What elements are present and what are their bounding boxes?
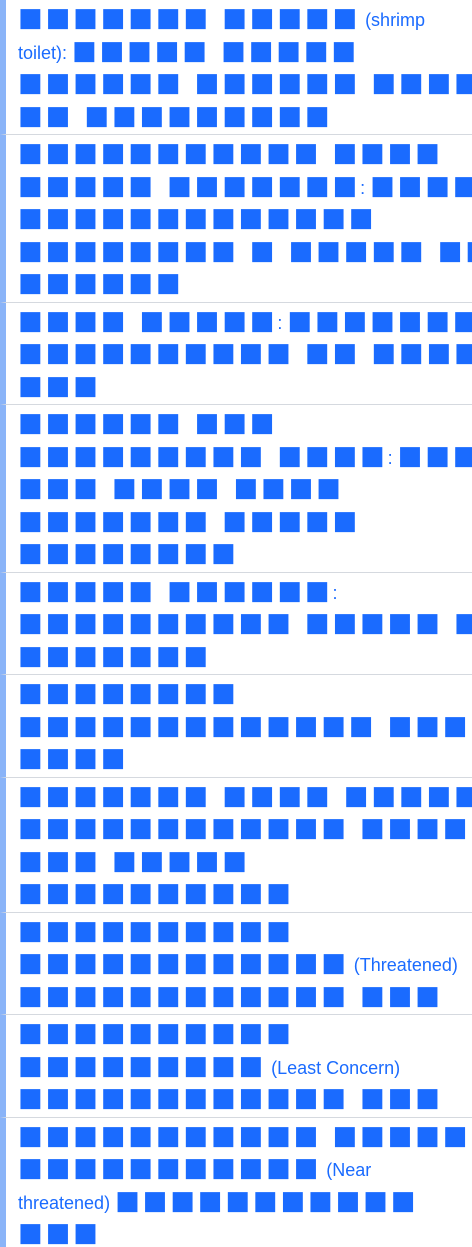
text-line: ■■■■■■■■ ■ ■■■■■ ■■: [18, 235, 472, 268]
list-entry: ■■■■■■■ ■■■■■ (shrimp toilet): ■■■■■ ■■■■■ ■…: [0, 0, 472, 135]
text-segment: ■■■■■■■■■■■: [18, 1153, 322, 1183]
text-line: ■■■■■■■■: [18, 537, 472, 570]
text-segment: ■■■■■■■■ ■ ■■■■■ ■■: [18, 235, 472, 266]
text-segment: ■■■■■■■■■■■■ ■■■: [18, 1083, 443, 1113]
text-segment: ■■■■■■■■■■: [18, 1018, 294, 1048]
text-segment: ■■■■■■■■■■■■■ ■■■: [18, 710, 471, 741]
text-line: ■■■■: [18, 742, 472, 775]
text-segment: ■■ ■■■■■■■■■: [18, 100, 333, 131]
text-segment: (Near: [326, 1160, 372, 1180]
text-line: ■■■■■■■■■■■■ ■■■: [18, 980, 472, 1013]
text-line: ■■■■■■■■■■ ■■ ■■■■: [18, 337, 472, 370]
text-line: ■■■■■■■■■■■■ (Threatened): [18, 947, 472, 980]
text-line: ■■■■■ ■■■■■■:: [18, 575, 472, 608]
text-segment: ■■■■■■■■■ ■■■■: [18, 440, 388, 471]
list-entry: ■■■■■■■■■■ ■■■■■■■■■ (Least Concern) ■■■■■■…: [0, 1015, 472, 1118]
text-line: ■■■■■■■■■■ ■■■■■ ■■: [18, 607, 472, 640]
text-segment: ■■■■■■■■: [18, 538, 239, 568]
text-segment: :: [360, 177, 366, 198]
text-segment: threatened): [18, 1192, 111, 1213]
text-line: ■■■■■■■■■■■■■ ■■■,: [18, 710, 472, 743]
list-entry: ■■■■ ■■■■■:■■■■■■■■■■■■■■■■■■ ■■ ■■■■■■■: [0, 302, 472, 405]
text-line: ■■■■■■■■■ (Least Concern): [18, 1050, 472, 1083]
text-line: ■■■■■■: [18, 267, 472, 300]
text-segment: ■■■■■■■■■■■: [115, 1185, 419, 1216]
text-line: ■■■■■■■■: [18, 677, 472, 710]
text-segment: ■■■■■■■■■■■■■: [18, 203, 377, 233]
text-line: threatened) ■■■■■■■■■■■: [18, 1185, 472, 1218]
text-segment: ■■■■■: [370, 170, 472, 201]
list-entry: ■■■■■■■■■■■ ■■■■■ ■■■■■■■■■■■ (Near threate…: [0, 1117, 472, 1247]
text-segment: (Least Concern): [271, 1057, 401, 1078]
text-line: ■■■: [18, 1217, 472, 1247]
text-segment: ■■■■■■■■■■■ ■■■■■: [18, 1120, 471, 1151]
text-segment: ■■■■■■■ ■■■■■: [18, 505, 361, 536]
text-line: ■■■■ ■■■■■:■■■■■■■■: [18, 305, 472, 338]
text-line: ■■■: [18, 370, 472, 403]
text-segment: ■■■■■■■■■■■ ■■■■: [18, 138, 443, 168]
text-segment: ■■■■■■■■■■■■ ■■■■: [18, 813, 471, 843]
text-segment: ■■■■■■: [18, 268, 184, 298]
text-segment: ■■■■■■ ■■■■■■ ■■■■■: [18, 68, 472, 98]
text-line: ■■■■■■■ ■■■■■ (shrimp: [18, 2, 472, 35]
text-line: ■■■■■■■ ■■■■■: [18, 505, 472, 538]
text-segment: ■■■■■■■■: [18, 678, 239, 708]
text-line: ■■■ ■■■■ ■■■■: [18, 472, 472, 505]
text-line: ■■■■■■ ■■■■■■ ■■■■■: [18, 67, 472, 100]
text-segment: ■■■■■■■■■■ ■■ ■■■■: [18, 338, 472, 368]
text-segment: ■■■■■■■■: [287, 305, 472, 336]
text-segment: ■■■■■■■: [18, 640, 211, 671]
text-segment: ■■■: [18, 370, 101, 401]
text-segment: ■■■■■■■ ■■■■■: [18, 3, 361, 33]
text-line: ■■■■■■■■■■■ (Near: [18, 1152, 472, 1185]
list-entry: ■■■■■■ ■■■ ■■■■■■■■■ ■■■■: ■■■ ■■■ ■ ■■■ ■ ■■…: [0, 405, 472, 573]
text-line: ■■■■■■■■■■■■■: [18, 202, 472, 235]
text-line: ■■■■■■■■■■■■ ■■■: [18, 1082, 472, 1115]
text-line: ■■■■■■■■■ ■■■■:■■■■: [18, 440, 472, 473]
text-line: ■■■■■■■■■■: [18, 877, 472, 910]
text-line: ■■ ■■■■■■■■■: [18, 100, 472, 133]
text-segment: (Threatened): [353, 955, 458, 975]
text-line: ■■■ ■■■■■: [18, 845, 472, 878]
text-segment: ■■■■: [18, 743, 129, 773]
text-line: toilet): ■■■■■ ■■■■■: [18, 35, 472, 68]
text-segment: ■■■■■ ■■■■■■■: [18, 170, 361, 201]
text-segment: (shrimp: [365, 10, 426, 30]
text-segment: ,: [470, 718, 472, 738]
text-line: ■■■■■ ■■■■■■■:■■■■■: [18, 170, 472, 203]
text-segment: :: [332, 582, 338, 603]
text-segment: ■■■■ ■■■■■: [18, 305, 278, 336]
text-line: ■■■■■■■■■■■ ■■■■■: [18, 1120, 472, 1153]
list-entry: ■■■■■■■■■■■ ■■■■ ■■■■■ ■■■■■■■: ■■■■ ■■■■■■…: [0, 135, 472, 303]
text-line: ■■■■■■■■■■■■ ■■■■: [18, 812, 472, 845]
text-segment: ■■■■■■■■■■ ■■■■■ ■■: [18, 608, 472, 638]
text-segment: ■■■ ■■■■ ■■■■: [18, 473, 344, 503]
text-segment: ■■■■: [397, 440, 472, 471]
text-segment: :: [387, 447, 393, 468]
text-segment: ■■■■■■■■■■■■: [18, 948, 349, 978]
list-entry: ■■■■■■■■■■ ■■■■■■■■■■■■ (Threatened) ■■■■■■…: [0, 912, 472, 1015]
text-line: ■■■■■■■■■■■ ■■■■: [18, 137, 472, 170]
text-segment: ■■■■■■■■■■: [18, 915, 294, 946]
text-line: ■■■■■■■: [18, 640, 472, 673]
text-line: ■■■■■■■ ■■■■ ■■■■■:: [18, 780, 472, 813]
text-segment: ■■■: [18, 1218, 101, 1247]
list-entry: ■■■■■■■■■■■■■■■■■■■■■ ■■■,■■■■: [0, 675, 472, 778]
text-segment: ■■■■■■■ ■■■■ ■■■■■: [18, 780, 472, 811]
text-segment: :: [277, 312, 283, 333]
text-segment: ■■■■■■■■■: [18, 1050, 267, 1081]
text-segment: ■■■■■ ■■■■■■: [18, 575, 333, 606]
text-line: ■■■■■■■■■■: [18, 915, 472, 948]
text-line: ■■■■■■ ■■■: [18, 407, 472, 440]
text-segment: ■■■■■■■■■■: [18, 878, 294, 908]
list-entry: ■■■■■ ■■■■■■: ■■■■■■■■■■ ■■■■■ ■■ ■■■■■■■: [0, 572, 472, 675]
text-segment: toilet):: [18, 42, 68, 63]
text-segment: ■■■■■■■■■■■■ ■■■: [18, 980, 443, 1011]
list-entry: ■■■■■■■ ■■■■ ■■■■■:■■■■■■■■■■■■ ■■■■■■■ …: [0, 777, 472, 913]
text-line: ■■■■■■■■■■: [18, 1017, 472, 1050]
text-segment: ■■■ ■■■■■: [18, 845, 250, 876]
text-segment: ■■■■■■ ■■■: [18, 408, 278, 438]
text-segment: ■■■■■ ■■■■■: [72, 35, 359, 66]
